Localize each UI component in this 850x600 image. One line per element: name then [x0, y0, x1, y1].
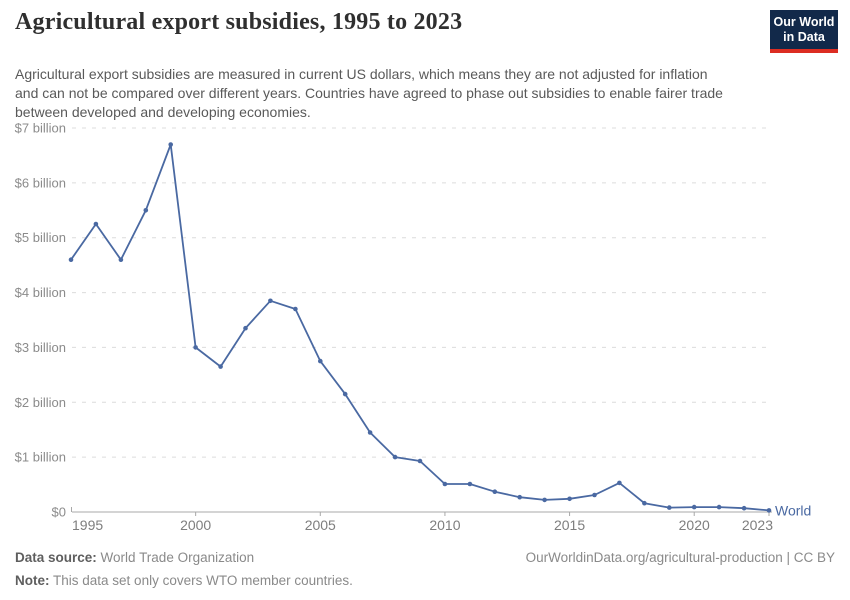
- data-point[interactable]: [467, 481, 473, 487]
- y-axis-label: $6 billion: [15, 175, 66, 190]
- y-axis-label: $2 billion: [15, 395, 66, 410]
- data-point[interactable]: [492, 489, 498, 495]
- data-source: Data source: World Trade Organization: [15, 549, 254, 567]
- data-point[interactable]: [716, 504, 722, 510]
- x-axis-label: 2020: [679, 517, 710, 533]
- x-axis-label: 2000: [180, 517, 211, 533]
- data-line: [70, 143, 770, 512]
- note-label: Note:: [15, 573, 50, 589]
- data-point[interactable]: [517, 494, 522, 500]
- data-point[interactable]: [367, 430, 373, 435]
- chart-subtitle: Agricultural export subsidies are measur…: [15, 66, 723, 121]
- data-point[interactable]: [542, 497, 547, 503]
- y-axis-label: $1 billion: [15, 450, 66, 465]
- data-point[interactable]: [766, 508, 772, 513]
- line-chart[interactable]: $0 $1 billion $2 billion $3 billion $4 billi…: [0, 118, 850, 542]
- data-point[interactable]: [318, 358, 323, 364]
- y-axis-label: $0: [52, 505, 66, 520]
- data-point[interactable]: [392, 454, 398, 460]
- y-axis-label: $3 billion: [15, 340, 66, 355]
- chart-note: Note: This data set only covers WTO memb…: [15, 572, 835, 590]
- owid-logo-line1: Our World: [773, 14, 835, 29]
- chart-footer: Data source: World Trade Organization Ou…: [15, 549, 835, 590]
- series-end-label[interactable]: World: [775, 502, 811, 518]
- owid-logo-line2: in Data: [783, 29, 825, 44]
- data-point[interactable]: [143, 208, 149, 213]
- data-point[interactable]: [617, 480, 622, 486]
- data-point[interactable]: [68, 257, 74, 262]
- page-title: Agricultural export subsidies, 1995 to 2…: [15, 9, 463, 35]
- data-point[interactable]: [293, 306, 298, 312]
- y-axis-label: $7 billion: [15, 121, 66, 136]
- data-source-label: Data source:: [15, 550, 97, 565]
- data-point[interactable]: [243, 325, 248, 331]
- x-axis-label: 2010: [429, 517, 460, 533]
- data-point[interactable]: [93, 221, 99, 227]
- note-value: This data set only covers WTO member cou…: [53, 573, 353, 589]
- y-axis-label: $5 billion: [15, 230, 66, 245]
- data-point[interactable]: [342, 391, 348, 397]
- owid-logo[interactable]: Our World in Data: [770, 10, 838, 53]
- data-point[interactable]: [268, 298, 273, 304]
- data-point[interactable]: [741, 505, 747, 511]
- y-axis-label: $4 billion: [15, 285, 66, 300]
- data-point[interactable]: [667, 505, 672, 510]
- data-point[interactable]: [417, 458, 423, 464]
- data-point[interactable]: [642, 500, 647, 506]
- data-point[interactable]: [691, 504, 697, 510]
- data-point[interactable]: [442, 481, 448, 487]
- data-point[interactable]: [118, 257, 124, 262]
- data-point[interactable]: [168, 142, 173, 147]
- owid-url-link[interactable]: OurWorldinData.org/agricultural-producti…: [525, 550, 835, 565]
- data-point[interactable]: [218, 364, 223, 369]
- x-axis-label: 2015: [554, 517, 585, 533]
- data-point[interactable]: [567, 496, 572, 502]
- x-axis-label: 2023: [742, 517, 773, 533]
- data-point[interactable]: [592, 492, 597, 498]
- data-point[interactable]: [193, 345, 198, 350]
- x-axis-label: 1995: [72, 517, 103, 533]
- data-source-value: World Trade Organization: [100, 550, 255, 565]
- x-axis-label: 2005: [305, 517, 336, 533]
